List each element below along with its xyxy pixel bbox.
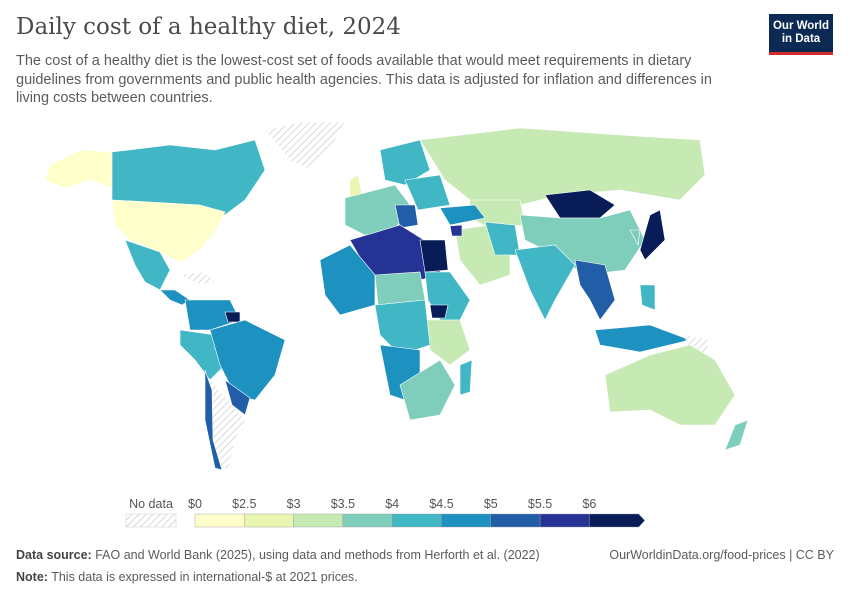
legend-bin[interactable] <box>194 513 245 528</box>
legend-bin[interactable] <box>392 513 442 528</box>
country-east-africa[interactable] <box>424 319 471 366</box>
country-syria[interactable] <box>449 224 463 237</box>
note-line: Note: This data is expressed in internat… <box>16 570 358 584</box>
note-text: This data is expressed in international-… <box>51 570 358 584</box>
country-chile[interactable] <box>204 369 223 471</box>
country-eastern-europe[interactable] <box>404 174 451 211</box>
legend-tick-label: $3 <box>287 497 301 511</box>
country-brazil[interactable] <box>209 319 286 401</box>
country-alaska[interactable] <box>44 149 113 189</box>
source-line: Data source: FAO and World Bank (2025), … <box>16 548 540 562</box>
source-text: FAO and World Bank (2025), using data an… <box>95 548 540 562</box>
country-russia[interactable] <box>419 127 706 206</box>
country-philippines[interactable] <box>639 284 656 311</box>
chart-title: Daily cost of a healthy diet, 2024 <box>16 14 401 40</box>
legend-tick-label: $5 <box>484 497 498 511</box>
legend-no-data-label: No data <box>129 497 173 511</box>
country-paraguay-uruguay[interactable] <box>224 379 251 416</box>
legend-bin[interactable] <box>342 513 393 528</box>
country-usa[interactable] <box>111 199 226 263</box>
owid-logo[interactable]: Our World in Data <box>769 14 833 55</box>
legend-tick-label: $3.5 <box>331 497 355 511</box>
country-suriname[interactable] <box>224 311 241 323</box>
country-se-asia[interactable] <box>574 259 616 321</box>
legend-tick-label: $6 <box>582 497 596 511</box>
legend-tick-label: $4.5 <box>429 497 453 511</box>
legend-tick-label: $4 <box>385 497 399 511</box>
country-turkey[interactable] <box>439 204 486 226</box>
legend-bin[interactable] <box>539 513 590 528</box>
country-southern-africa[interactable] <box>399 359 456 421</box>
country-indonesia[interactable] <box>594 324 692 353</box>
country-balkans[interactable] <box>394 204 419 229</box>
country-uk[interactable] <box>349 174 363 198</box>
legend: No data $0 $2.5 $3 $3.5 $4 $4.5 $5 $5.5 $6 <box>125 497 645 528</box>
legend-bin[interactable] <box>589 513 645 528</box>
legend-bin[interactable] <box>244 513 294 528</box>
country-madagascar[interactable] <box>459 359 473 396</box>
country-india[interactable] <box>514 244 576 321</box>
note-label: Note: <box>16 570 48 584</box>
country-south-sudan[interactable] <box>429 304 449 319</box>
country-scandinavia[interactable] <box>379 139 431 186</box>
country-mongolia[interactable] <box>544 189 616 219</box>
country-greenland[interactable] <box>264 121 346 171</box>
legend-bin[interactable] <box>293 513 344 528</box>
legend-no-data-swatch <box>125 513 177 528</box>
legend-tick-label: $2.5 <box>232 497 256 511</box>
country-egypt[interactable] <box>419 239 449 273</box>
legend-bin[interactable] <box>441 513 491 528</box>
country-colombia-venezuela[interactable] <box>184 299 241 331</box>
legend-tick-label: $5.5 <box>528 497 552 511</box>
country-new-zealand[interactable] <box>724 419 749 451</box>
legend-bin[interactable] <box>490 513 541 528</box>
source-url[interactable]: OurWorldinData.org/food-prices | CC BY <box>609 548 834 562</box>
world-map[interactable] <box>0 115 850 490</box>
country-japan[interactable] <box>639 209 666 261</box>
country-australia[interactable] <box>604 344 736 426</box>
country-korea[interactable] <box>629 229 641 246</box>
legend-tick-label: $0 <box>188 497 202 511</box>
chart-subtitle: The cost of a healthy diet is the lowest… <box>16 53 712 106</box>
source-label: Data source: <box>16 548 92 562</box>
country-caribbean[interactable] <box>178 271 216 286</box>
